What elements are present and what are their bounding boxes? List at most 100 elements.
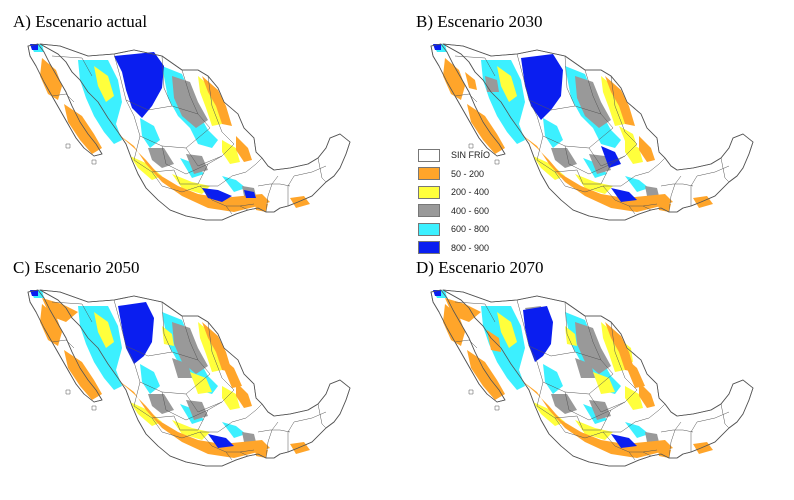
state-boundary	[610, 321, 638, 391]
mexico-outline	[39, 43, 351, 221]
state-boundary	[181, 315, 211, 375]
zone-class-2	[94, 66, 114, 102]
zone-class-5	[611, 188, 637, 202]
legend-label: 800 - 900	[451, 242, 490, 253]
map-a	[27, 43, 351, 221]
state-boundary	[628, 451, 636, 461]
zone-class-4	[140, 118, 160, 148]
state-boundary	[173, 163, 209, 185]
zone-class-4	[543, 118, 563, 148]
island	[468, 389, 474, 395]
zone-class-5	[114, 52, 164, 118]
state-boundary	[225, 205, 233, 215]
state-boundary	[660, 183, 694, 187]
state-boundary	[564, 301, 576, 353]
state-boundary	[207, 321, 235, 391]
map-d	[430, 289, 754, 467]
legend-swatch-50-200	[418, 167, 440, 181]
island	[494, 159, 500, 165]
zone-class-4	[625, 176, 649, 192]
zone-class-4	[625, 422, 649, 438]
zone-class-3	[186, 154, 208, 174]
map-b	[430, 43, 754, 221]
state-boundary	[265, 175, 279, 213]
zone-class-3	[242, 432, 256, 442]
zone-class-1	[639, 136, 655, 162]
zone-class-1	[42, 298, 78, 322]
state-boundary	[454, 339, 478, 349]
legend-item: 50 - 200	[418, 165, 528, 184]
legend-swatch-400-600	[418, 204, 440, 218]
legend-swatch-800-900	[418, 241, 440, 255]
legend-label: 600 - 800	[451, 224, 490, 235]
state-boundary	[588, 389, 638, 413]
zone-class-3	[148, 148, 174, 168]
legend-swatch-sin-frio	[418, 148, 440, 162]
zone-class-1	[443, 304, 465, 346]
state-boundary	[161, 301, 173, 353]
state-boundary	[125, 99, 199, 115]
state-boundary	[151, 171, 218, 193]
zone-class-1	[118, 380, 270, 458]
zone-class-3	[589, 400, 611, 420]
zone-class-5	[523, 306, 553, 362]
state-boundary	[133, 381, 175, 419]
state-boundary	[720, 403, 730, 429]
legend-label: 400 - 600	[451, 205, 490, 216]
zone-class-2	[222, 386, 240, 410]
legend-swatch-600-800	[418, 222, 440, 236]
island	[65, 389, 71, 395]
state-boundary	[564, 55, 576, 107]
state-boundary	[185, 143, 235, 167]
state-boundary	[239, 205, 249, 211]
zone-class-1	[639, 382, 655, 408]
mexico-outline	[442, 43, 754, 221]
zone-class-4	[543, 364, 563, 394]
zone-class-5	[521, 54, 563, 120]
legend-item: 200 - 400	[418, 183, 528, 202]
zone-class-5	[208, 434, 234, 448]
state-boundary	[133, 135, 175, 173]
zone-class-1	[40, 58, 62, 100]
state-boundary	[217, 157, 263, 187]
zone-class-4	[78, 306, 122, 390]
state-boundary	[588, 143, 638, 167]
state-boundary	[161, 391, 223, 421]
state-boundary	[554, 171, 621, 193]
state-boundary	[265, 421, 279, 459]
zone-class-1	[467, 350, 505, 400]
zone-class-4	[481, 306, 525, 390]
panel-title-d: D) Escenario 2070	[416, 258, 544, 277]
zone-class-1	[64, 104, 102, 154]
legend-label: SIN FRÍO	[451, 150, 491, 161]
state-boundary	[668, 421, 682, 459]
state-boundary	[628, 205, 636, 215]
baja-outline	[430, 289, 506, 403]
zone-class-3	[186, 400, 208, 420]
state-boundary	[620, 403, 666, 433]
state-boundary	[217, 403, 263, 433]
state-boundary	[225, 451, 233, 461]
state-boundary	[317, 403, 327, 429]
zone-class-2	[625, 386, 643, 410]
state-boundary	[51, 55, 93, 77]
zone-class-5	[601, 146, 621, 168]
zone-class-2	[593, 372, 615, 394]
zone-class-2	[565, 326, 577, 346]
zone-class-1	[64, 350, 102, 400]
zone-class-2	[497, 312, 517, 348]
state-boundary	[536, 135, 578, 173]
zone-class-2	[497, 66, 517, 102]
state-boundary	[528, 345, 602, 361]
baja-outline	[430, 43, 506, 157]
island	[91, 159, 97, 165]
state-boundary	[181, 69, 211, 129]
state-boundary	[690, 411, 730, 452]
state-boundary	[584, 315, 614, 375]
state-boundary	[287, 165, 327, 206]
state-boundary	[125, 345, 199, 361]
legend-item: 600 - 800	[418, 220, 528, 239]
zone-class-3	[645, 186, 659, 196]
zone-class-3	[148, 394, 174, 414]
state-boundary	[554, 417, 621, 439]
